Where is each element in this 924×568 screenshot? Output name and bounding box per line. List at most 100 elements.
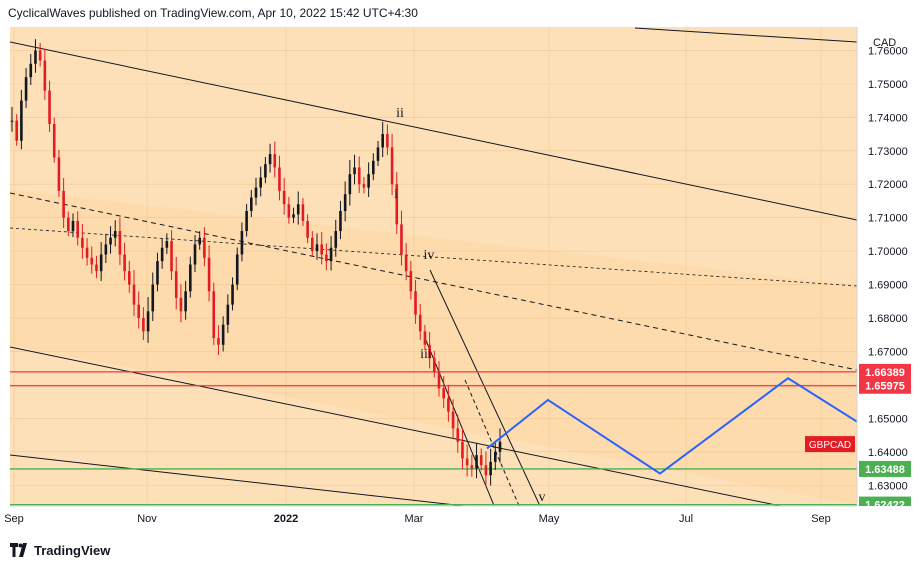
- candle-body: [409, 271, 413, 292]
- candle-body: [367, 174, 370, 188]
- level-badge-label: 1.66389: [865, 367, 905, 379]
- candle-body: [20, 100, 23, 141]
- candle-body: [203, 237, 206, 258]
- candle-body: [433, 358, 436, 372]
- candle-body: [156, 261, 159, 285]
- candle-body: [343, 194, 347, 211]
- candle-body: [189, 264, 192, 292]
- grid: [10, 27, 857, 506]
- candle-body: [442, 388, 445, 399]
- candle-body: [489, 461, 492, 476]
- candle-body: [329, 247, 333, 262]
- channel-band-shade: [10, 190, 857, 505]
- lower-channel-bottom: [10, 346, 784, 506]
- candle-body: [15, 120, 18, 141]
- currency-label: CAD: [873, 37, 896, 49]
- candle-body: [315, 244, 319, 252]
- candle-body: [278, 167, 281, 191]
- candle-body: [334, 231, 338, 248]
- candle-body: [240, 231, 244, 255]
- y-tick-label: 1.74000: [868, 112, 908, 124]
- candle-body: [104, 244, 108, 255]
- candles: [10, 39, 502, 487]
- candle-body: [221, 324, 225, 345]
- y-tick-label: 1.69000: [868, 280, 908, 292]
- y-tick-label: 1.63000: [868, 480, 908, 492]
- wave-dashed-right: [464, 379, 520, 506]
- candle-body: [339, 210, 342, 232]
- trendlines: [10, 27, 857, 506]
- level-badge-label: 1.65975: [865, 381, 905, 393]
- candle-body: [184, 291, 187, 312]
- candle-body: [296, 204, 300, 215]
- candle-body: [57, 157, 61, 191]
- y-axis[interactable]: 1.76000 1.75000 1.74000 1.73000 1.72000 1.710…: [868, 45, 908, 492]
- wave-label: i: [394, 187, 398, 202]
- candle-body: [306, 221, 309, 238]
- candle-body: [414, 291, 417, 315]
- footer-brand: TradingView: [34, 542, 111, 558]
- candle-body: [245, 210, 248, 232]
- candle-body: [282, 190, 286, 205]
- candle-body: [395, 184, 399, 225]
- candle-body: [456, 428, 460, 442]
- candle-body: [231, 284, 234, 305]
- wave-label: iii: [420, 347, 432, 362]
- candle-body: [484, 465, 488, 476]
- x-tick-label: May: [539, 513, 560, 525]
- candle-body: [235, 254, 239, 285]
- candle-body: [29, 63, 33, 78]
- candle-body: [461, 441, 464, 459]
- middle-dashed-line: [10, 192, 857, 371]
- candle-body: [470, 465, 474, 469]
- x-tick-label: 2022: [274, 513, 298, 525]
- candle-body: [400, 224, 403, 255]
- x-tick-label: Nov: [137, 513, 157, 525]
- candle-body: [447, 398, 450, 412]
- y-tick-label: 1.64000: [868, 447, 908, 459]
- candle-body: [76, 221, 79, 238]
- candle-body: [95, 264, 98, 272]
- candle-body: [217, 338, 220, 345]
- symbol-badge: [805, 436, 855, 453]
- y-tick-label: 1.75000: [868, 79, 908, 91]
- wave-channel-left: [424, 337, 495, 506]
- level-badge: [859, 377, 911, 394]
- x-tick-label: Jul: [679, 513, 693, 525]
- candle-body: [62, 190, 65, 218]
- candle-body: [43, 60, 47, 91]
- candle-body: [301, 204, 305, 222]
- x-tick-label: Sep: [4, 513, 24, 525]
- symbol-badge-label: GBPCAD: [809, 440, 851, 451]
- level-badge: [859, 460, 911, 477]
- upper-channel-extension: [634, 27, 857, 43]
- candle-body: [81, 237, 84, 248]
- candle-body: [123, 254, 126, 272]
- candle-body: [465, 458, 469, 466]
- candle-body: [362, 184, 366, 188]
- candle-body: [151, 284, 155, 312]
- candle-body: [475, 455, 478, 469]
- candle-body: [24, 77, 28, 101]
- candle-body: [390, 147, 394, 185]
- y-tick-label: 1.67000: [868, 346, 908, 358]
- candle-body: [451, 411, 455, 429]
- y-tick-label: 1.72000: [868, 179, 908, 191]
- lower-outer-line: [10, 454, 469, 506]
- upper-channel-top: [10, 41, 857, 221]
- candle-body: [99, 254, 103, 272]
- candle-body: [179, 297, 183, 312]
- time-axis-background: [0, 506, 924, 534]
- level-badge-label: 1.63488: [865, 464, 905, 476]
- candle-body: [353, 167, 356, 175]
- wave-channel-right: [429, 269, 541, 506]
- candle-body: [250, 197, 253, 211]
- candle-body: [428, 344, 431, 359]
- x-axis[interactable]: Sep Nov 2022 Mar May Jul Sep: [4, 513, 831, 525]
- wave-label: ii: [396, 106, 404, 121]
- y-tick-label: 1.73000: [868, 146, 908, 158]
- candle-body: [193, 244, 197, 265]
